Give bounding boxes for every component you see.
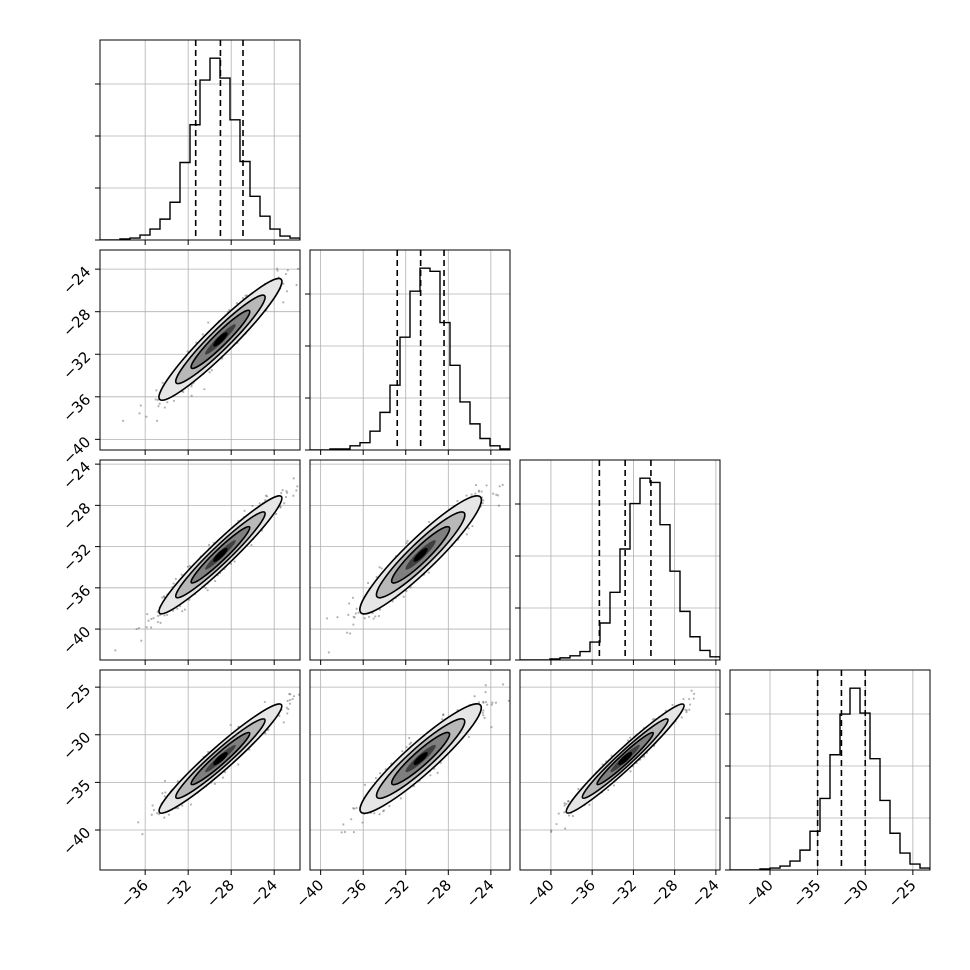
y-tick-label: −40 xyxy=(59,623,94,658)
axes-frame xyxy=(309,459,511,661)
x-tick-label: −32 xyxy=(160,876,195,911)
histogram-step-line xyxy=(310,267,510,450)
axes-frame xyxy=(309,249,511,451)
y-tick-label: −36 xyxy=(59,390,94,425)
x-tick-label: −40 xyxy=(523,876,558,911)
scatter-panel-3-0: −40 −35 −30 −25 −36 −32 −28 −24 xyxy=(59,669,301,911)
histogram-step-line xyxy=(100,57,300,240)
density-contour-4 xyxy=(413,547,428,562)
x-tick-label: −32 xyxy=(377,876,412,911)
axes-frame xyxy=(99,39,301,241)
x-tick-label: −40 xyxy=(742,876,777,911)
scatter-panel-2-0: −40 −36 −32 −28 −24 xyxy=(59,458,301,665)
histogram-panel-3: −40 −35 −30 −25 xyxy=(725,669,931,911)
density-contour-4 xyxy=(213,547,228,562)
axes-frame xyxy=(99,249,301,451)
histogram-step-line xyxy=(520,477,720,660)
y-tick-label: −36 xyxy=(59,581,94,616)
axes-frame xyxy=(519,459,721,661)
axes-frame xyxy=(519,669,721,871)
y-tick-label: −24 xyxy=(59,458,94,493)
x-tick-label: −28 xyxy=(420,876,455,911)
axes-frame xyxy=(99,669,301,871)
x-tick-label: −24 xyxy=(688,876,723,911)
y-tick-label: −30 xyxy=(59,728,94,763)
axes-frame xyxy=(309,669,511,871)
scatter-panel-3-1: −40 −36 −32 −28 −24 xyxy=(292,669,511,911)
x-tick-label: −36 xyxy=(564,876,599,911)
x-tick-label: −24 xyxy=(463,876,498,911)
axes-frame xyxy=(99,459,301,661)
histogram-panel-2 xyxy=(515,459,721,665)
axes-frame xyxy=(729,669,931,871)
x-tick-label: −28 xyxy=(646,876,681,911)
x-tick-label: −24 xyxy=(246,876,281,911)
y-tick-label: −32 xyxy=(59,540,94,575)
density-contour-4 xyxy=(213,752,228,766)
density-contour-4 xyxy=(618,752,633,766)
histogram-panel-0 xyxy=(95,39,301,245)
histogram-panel-1 xyxy=(305,249,511,455)
x-tick-label: −32 xyxy=(605,876,640,911)
scatter-panel-1-0: −40−36−32−28−24 xyxy=(59,249,301,468)
y-tick-label: −40 xyxy=(59,824,94,859)
density-contour-4 xyxy=(213,332,228,347)
x-tick-label: −30 xyxy=(837,876,872,911)
y-tick-label: −35 xyxy=(59,776,94,811)
y-tick-label: −25 xyxy=(59,681,94,716)
density-contour-4 xyxy=(413,752,428,766)
x-tick-label: −35 xyxy=(789,876,824,911)
histogram-step-line xyxy=(730,687,930,870)
x-tick-label: −36 xyxy=(117,876,152,911)
x-tick-label: −28 xyxy=(203,876,238,911)
y-tick-label: −32 xyxy=(59,348,94,383)
y-tick-label: −28 xyxy=(59,499,94,534)
x-tick-label: −40 xyxy=(292,876,327,911)
y-tick-label: −24 xyxy=(59,263,94,298)
scatter-panel-3-2: −40 −36 −32 −28 −24 xyxy=(519,669,723,911)
x-tick-label: −36 xyxy=(335,876,370,911)
x-tick-label: −25 xyxy=(885,876,920,911)
scatter-panel-2-1 xyxy=(309,459,511,665)
y-tick-label: −28 xyxy=(59,305,94,340)
